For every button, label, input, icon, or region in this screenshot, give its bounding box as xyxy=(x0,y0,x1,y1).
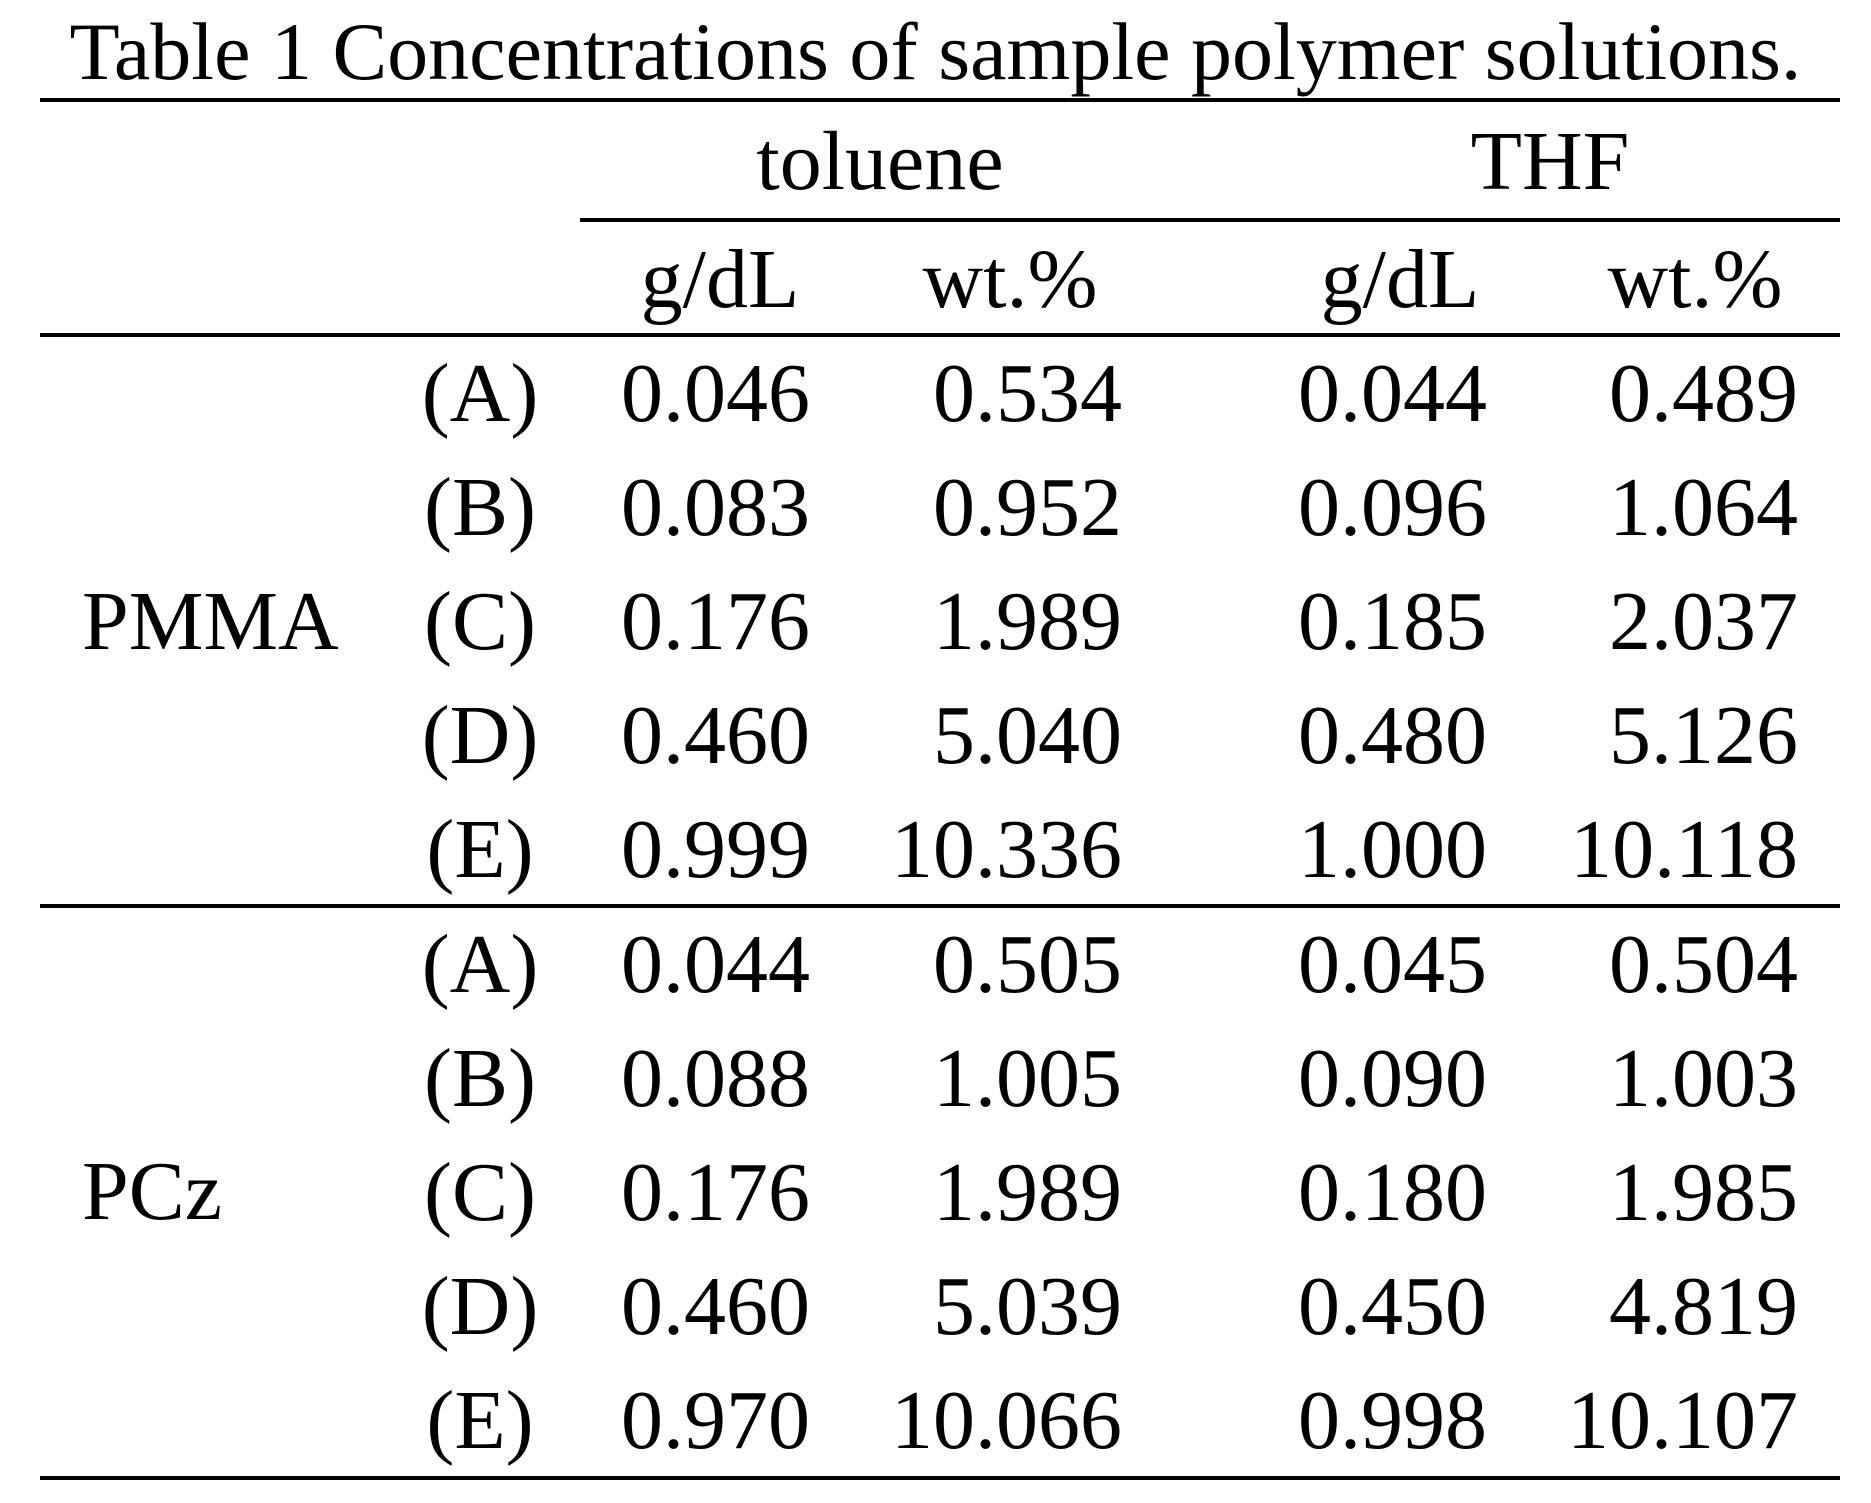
sample-label: (E) xyxy=(426,803,534,896)
sample-label: (E) xyxy=(426,1374,534,1467)
value-cell: 0.176 xyxy=(621,1146,810,1239)
value-cell: 0.480 xyxy=(1298,689,1487,782)
value-cell: 0.450 xyxy=(1298,1260,1487,1353)
value-cell: 1.064 xyxy=(1609,461,1798,554)
sample-label: (C) xyxy=(424,1146,536,1239)
sample-label: (A) xyxy=(421,347,539,440)
unit-header-thf-wt: wt.% xyxy=(1607,233,1783,326)
top-rule xyxy=(40,98,1840,102)
polymer-label-pcz: PCz xyxy=(82,1145,223,1238)
unit-header-thf-gdl: g/dL xyxy=(1320,233,1480,326)
bottom-rule xyxy=(40,1476,1840,1480)
unit-header-toluene-wt: wt.% xyxy=(922,233,1098,326)
table-caption: Table 1 Concentrations of sample polymer… xyxy=(69,6,1802,97)
value-cell: 0.096 xyxy=(1298,461,1487,554)
value-cell: 1.989 xyxy=(933,1146,1122,1239)
sample-label: (D) xyxy=(421,1260,539,1353)
value-cell: 0.180 xyxy=(1298,1146,1487,1239)
sample-label: (D) xyxy=(421,689,539,782)
value-cell: 10.066 xyxy=(891,1374,1122,1467)
sample-label: (B) xyxy=(424,1032,536,1125)
value-cell: 5.040 xyxy=(933,689,1122,782)
value-cell: 0.083 xyxy=(621,461,810,554)
value-cell: 0.970 xyxy=(621,1374,810,1467)
sample-label: (C) xyxy=(424,575,536,668)
value-cell: 10.107 xyxy=(1567,1374,1798,1467)
value-cell: 0.504 xyxy=(1609,918,1798,1011)
value-cell: 0.460 xyxy=(621,689,810,782)
value-cell: 0.045 xyxy=(1298,918,1487,1011)
value-cell: 0.088 xyxy=(621,1032,810,1125)
value-cell: 4.819 xyxy=(1609,1260,1798,1353)
value-cell: 0.176 xyxy=(621,575,810,668)
value-cell: 1.985 xyxy=(1609,1146,1798,1239)
value-cell: 0.998 xyxy=(1298,1374,1487,1467)
value-cell: 1.003 xyxy=(1609,1032,1798,1125)
solvent-header-toluene: toluene xyxy=(756,115,1004,208)
value-cell: 1.005 xyxy=(933,1032,1122,1125)
value-cell: 0.952 xyxy=(933,461,1122,554)
value-cell: 1.000 xyxy=(1298,803,1487,896)
value-cell: 0.505 xyxy=(933,918,1122,1011)
polymer-label-pmma: PMMA xyxy=(82,575,339,668)
solvent-rule xyxy=(580,218,1840,222)
value-cell: 0.460 xyxy=(621,1260,810,1353)
value-cell: 0.046 xyxy=(621,347,810,440)
value-cell: 0.534 xyxy=(933,347,1122,440)
unit-header-toluene-gdl: g/dL xyxy=(640,233,800,326)
value-cell: 0.489 xyxy=(1609,347,1798,440)
solvent-header-thf: THF xyxy=(1470,115,1630,208)
value-cell: 0.044 xyxy=(621,918,810,1011)
sample-label: (A) xyxy=(421,918,539,1011)
value-cell: 0.999 xyxy=(621,803,810,896)
header-bottom-rule xyxy=(40,333,1840,337)
value-cell: 2.037 xyxy=(1609,575,1798,668)
value-cell: 10.336 xyxy=(891,803,1122,896)
group-divider-rule xyxy=(40,904,1840,908)
value-cell: 5.039 xyxy=(933,1260,1122,1353)
value-cell: 10.118 xyxy=(1570,803,1798,896)
value-cell: 1.989 xyxy=(933,575,1122,668)
sample-label: (B) xyxy=(424,461,536,554)
value-cell: 0.044 xyxy=(1298,347,1487,440)
value-cell: 5.126 xyxy=(1609,689,1798,782)
value-cell: 0.090 xyxy=(1298,1032,1487,1125)
value-cell: 0.185 xyxy=(1298,575,1487,668)
